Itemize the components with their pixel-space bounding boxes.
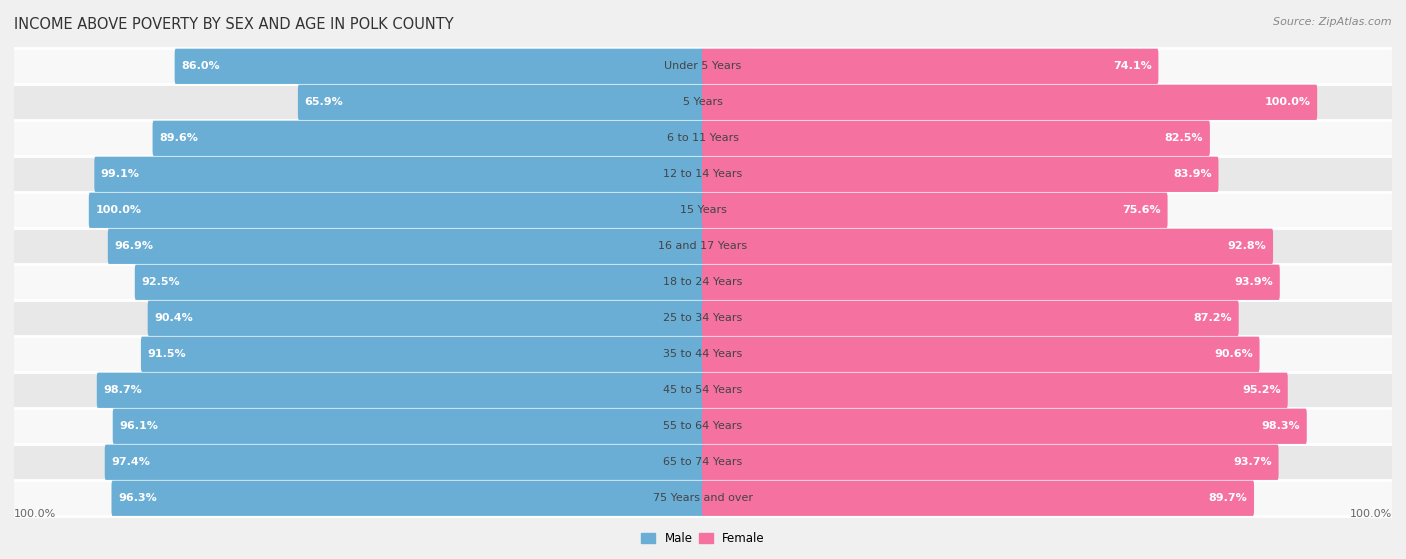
Text: 96.3%: 96.3% — [118, 493, 157, 503]
FancyBboxPatch shape — [174, 49, 704, 84]
FancyBboxPatch shape — [702, 444, 1278, 480]
Text: 93.7%: 93.7% — [1233, 457, 1272, 467]
FancyBboxPatch shape — [702, 264, 1279, 300]
FancyBboxPatch shape — [702, 337, 1260, 372]
FancyBboxPatch shape — [148, 301, 704, 336]
Text: 45 to 54 Years: 45 to 54 Years — [664, 385, 742, 395]
Text: 95.2%: 95.2% — [1243, 385, 1281, 395]
FancyBboxPatch shape — [702, 121, 1211, 156]
FancyBboxPatch shape — [14, 300, 1392, 337]
Text: 83.9%: 83.9% — [1173, 169, 1212, 179]
Text: 93.9%: 93.9% — [1234, 277, 1274, 287]
FancyBboxPatch shape — [702, 157, 1219, 192]
Text: Under 5 Years: Under 5 Years — [665, 61, 741, 72]
Text: 98.7%: 98.7% — [103, 385, 142, 395]
Text: 86.0%: 86.0% — [181, 61, 219, 72]
FancyBboxPatch shape — [14, 84, 1392, 120]
Text: Source: ZipAtlas.com: Source: ZipAtlas.com — [1274, 17, 1392, 27]
Text: 90.6%: 90.6% — [1215, 349, 1253, 359]
Text: 75 Years and over: 75 Years and over — [652, 493, 754, 503]
Text: 96.1%: 96.1% — [120, 421, 157, 432]
FancyBboxPatch shape — [14, 408, 1392, 444]
Text: 98.3%: 98.3% — [1261, 421, 1301, 432]
FancyBboxPatch shape — [14, 444, 1392, 480]
Text: 92.8%: 92.8% — [1227, 241, 1267, 252]
FancyBboxPatch shape — [108, 229, 704, 264]
Text: 55 to 64 Years: 55 to 64 Years — [664, 421, 742, 432]
FancyBboxPatch shape — [702, 373, 1288, 408]
FancyBboxPatch shape — [298, 84, 704, 120]
FancyBboxPatch shape — [135, 264, 704, 300]
FancyBboxPatch shape — [14, 372, 1392, 408]
FancyBboxPatch shape — [702, 301, 1239, 336]
FancyBboxPatch shape — [97, 373, 704, 408]
Text: 100.0%: 100.0% — [14, 509, 56, 519]
Text: 89.6%: 89.6% — [159, 133, 198, 143]
Text: 74.1%: 74.1% — [1114, 61, 1152, 72]
Text: 25 to 34 Years: 25 to 34 Years — [664, 313, 742, 323]
FancyBboxPatch shape — [702, 481, 1254, 516]
Text: 5 Years: 5 Years — [683, 97, 723, 107]
Text: 82.5%: 82.5% — [1164, 133, 1204, 143]
Text: 6 to 11 Years: 6 to 11 Years — [666, 133, 740, 143]
FancyBboxPatch shape — [89, 193, 704, 228]
FancyBboxPatch shape — [14, 480, 1392, 517]
FancyBboxPatch shape — [94, 157, 704, 192]
Text: 18 to 24 Years: 18 to 24 Years — [664, 277, 742, 287]
Text: 87.2%: 87.2% — [1194, 313, 1232, 323]
Legend: Male, Female: Male, Female — [637, 527, 769, 549]
FancyBboxPatch shape — [14, 192, 1392, 228]
Text: 15 Years: 15 Years — [679, 205, 727, 215]
FancyBboxPatch shape — [702, 49, 1159, 84]
Text: 65 to 74 Years: 65 to 74 Years — [664, 457, 742, 467]
Text: INCOME ABOVE POVERTY BY SEX AND AGE IN POLK COUNTY: INCOME ABOVE POVERTY BY SEX AND AGE IN P… — [14, 17, 454, 32]
Text: 91.5%: 91.5% — [148, 349, 186, 359]
Text: 100.0%: 100.0% — [96, 205, 142, 215]
FancyBboxPatch shape — [14, 48, 1392, 84]
Text: 100.0%: 100.0% — [1264, 97, 1310, 107]
FancyBboxPatch shape — [153, 121, 704, 156]
FancyBboxPatch shape — [14, 228, 1392, 264]
FancyBboxPatch shape — [702, 84, 1317, 120]
Text: 90.4%: 90.4% — [155, 313, 193, 323]
Text: 16 and 17 Years: 16 and 17 Years — [658, 241, 748, 252]
Text: 99.1%: 99.1% — [101, 169, 139, 179]
Text: 89.7%: 89.7% — [1209, 493, 1247, 503]
Text: 97.4%: 97.4% — [111, 457, 150, 467]
FancyBboxPatch shape — [14, 337, 1392, 372]
FancyBboxPatch shape — [111, 481, 704, 516]
Text: 92.5%: 92.5% — [142, 277, 180, 287]
FancyBboxPatch shape — [141, 337, 704, 372]
Text: 12 to 14 Years: 12 to 14 Years — [664, 169, 742, 179]
Text: 75.6%: 75.6% — [1122, 205, 1161, 215]
FancyBboxPatch shape — [14, 264, 1392, 300]
FancyBboxPatch shape — [702, 409, 1306, 444]
FancyBboxPatch shape — [105, 444, 704, 480]
FancyBboxPatch shape — [702, 193, 1167, 228]
Text: 100.0%: 100.0% — [1350, 509, 1392, 519]
Text: 65.9%: 65.9% — [305, 97, 343, 107]
FancyBboxPatch shape — [14, 157, 1392, 192]
FancyBboxPatch shape — [702, 229, 1272, 264]
Text: 96.9%: 96.9% — [114, 241, 153, 252]
Text: 35 to 44 Years: 35 to 44 Years — [664, 349, 742, 359]
FancyBboxPatch shape — [112, 409, 704, 444]
FancyBboxPatch shape — [14, 120, 1392, 157]
